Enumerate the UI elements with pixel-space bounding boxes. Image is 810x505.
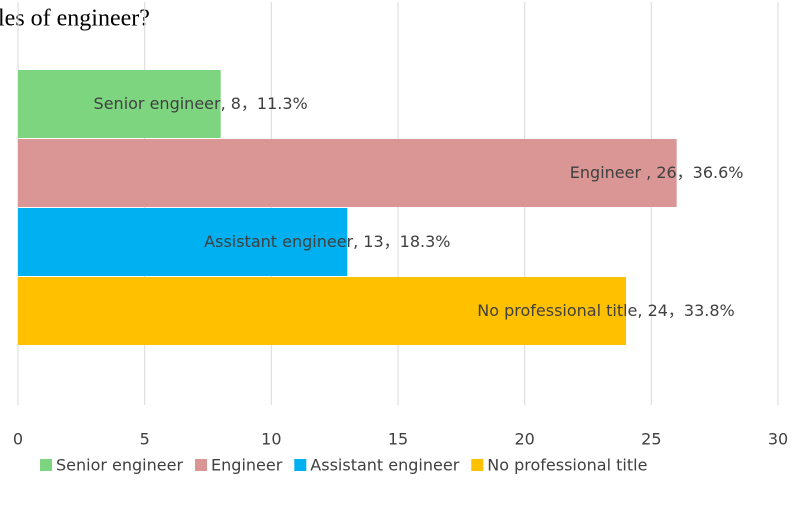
- legend-label: No professional title: [487, 456, 647, 475]
- legend-label: Assistant engineer: [310, 456, 459, 475]
- legend-label: Senior engineer: [56, 456, 183, 475]
- data-label: Engineer , 26，36.6%: [570, 163, 744, 182]
- data-label: No professional title, 24，33.8%: [477, 301, 735, 320]
- legend-label: Engineer: [211, 456, 283, 475]
- x-tick-label: 30: [768, 430, 788, 449]
- legend-swatch: [294, 459, 307, 471]
- legend-swatch: [40, 459, 52, 471]
- x-tick-label: 0: [13, 430, 23, 449]
- legend-swatch: [195, 459, 208, 471]
- x-tick-label: 20: [514, 430, 534, 449]
- bar: [18, 208, 348, 276]
- x-tick-label: 5: [140, 430, 150, 449]
- data-label: Assistant engineer, 13，18.3%: [204, 232, 450, 251]
- x-tick-label: 15: [388, 430, 408, 449]
- x-tick-label: 25: [641, 430, 661, 449]
- data-label: Senior engineer, 8，11.3%: [94, 94, 308, 113]
- chart-title: les of engineer?: [0, 6, 150, 32]
- x-tick-label: 10: [261, 430, 281, 449]
- bar: [18, 139, 677, 207]
- bar: [18, 277, 626, 345]
- bar: [18, 70, 221, 138]
- legend-swatch: [471, 459, 484, 471]
